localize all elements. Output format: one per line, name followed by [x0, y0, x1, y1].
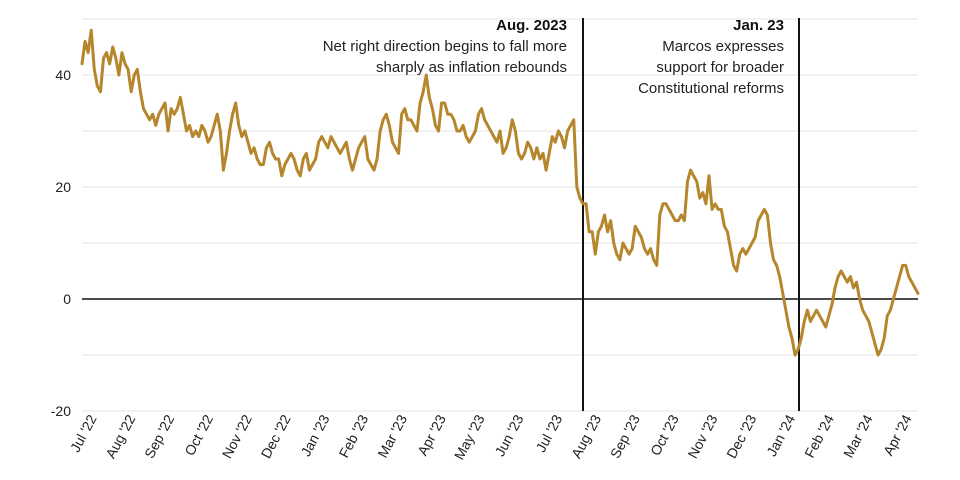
series-line-net-right-direction	[80, 28, 920, 357]
x-tick-label: Sep '23	[607, 412, 643, 461]
annotation-line: sharply as inflation rebounds	[376, 59, 567, 76]
x-tick-label: Nov '22	[219, 412, 255, 461]
x-tick-label: Mar '24	[840, 412, 876, 461]
x-tick-label: Jul '23	[532, 412, 565, 455]
annotation-line: support for broader	[656, 59, 784, 76]
x-tick-label: Feb '24	[801, 412, 837, 461]
x-tick-label: Aug '23	[568, 412, 604, 461]
x-tick-label: Sep '22	[141, 412, 177, 461]
x-tick-label: Oct '23	[647, 412, 682, 458]
y-tick-label: 40	[55, 67, 71, 83]
annotation-line: Marcos expresses	[662, 38, 784, 55]
x-tick-label: Dec '23	[723, 412, 759, 461]
x-tick-label: Jan '23	[297, 412, 332, 459]
y-axis-ticks: -20 0 20 40	[51, 67, 71, 419]
x-tick-label: Nov '23	[684, 412, 720, 461]
x-tick-label: Jun '23	[491, 412, 526, 459]
x-tick-label: Jul '22	[67, 412, 100, 455]
x-tick-label: Apr '24	[880, 412, 915, 458]
y-tick-label: 0	[63, 291, 71, 307]
x-tick-label: Feb '23	[335, 412, 371, 461]
x-tick-label: May '23	[451, 412, 488, 463]
x-tick-label: Jan '24	[763, 412, 798, 459]
x-tick-label: Mar '23	[374, 412, 410, 461]
annotation-aug-2023: Aug. 2023 Net right direction begins to …	[323, 17, 567, 76]
grid-lines	[82, 18, 918, 412]
annotation-line: Constitutional reforms	[638, 80, 784, 97]
y-tick-label: 20	[55, 179, 71, 195]
x-tick-label: Apr '23	[414, 412, 449, 458]
x-tick-label: Aug '22	[102, 412, 138, 461]
annotation-title: Aug. 2023	[496, 17, 567, 34]
x-tick-label: Dec '22	[257, 412, 293, 461]
annotation-jan-23: Jan. 23 Marcos expresses support for bro…	[638, 17, 784, 97]
annotation-title: Jan. 23	[733, 17, 784, 34]
x-axis-ticks: Jul '22 Aug '22 Sep '22 Oct '22 Nov '22 Dec '…	[67, 412, 915, 463]
x-tick-label: Oct '22	[181, 412, 216, 458]
y-tick-label: -20	[51, 403, 71, 419]
annotation-line: Net right direction begins to fall more	[323, 38, 567, 55]
